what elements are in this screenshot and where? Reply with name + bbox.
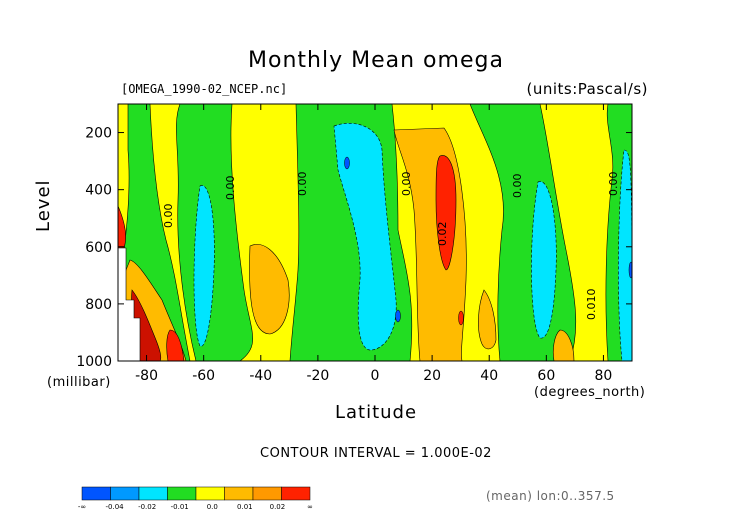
y-axis-unit: (millibar) <box>47 375 111 390</box>
x-tick-label: -60 <box>192 368 215 384</box>
contour-label-4: 0.00 <box>400 172 413 197</box>
contour-blue-spot-3 <box>628 261 632 279</box>
y-tick-label: 400 <box>85 183 112 199</box>
missing-data-region <box>118 247 141 361</box>
contour-label-2: 0.00 <box>224 176 237 201</box>
x-tick-label: -80 <box>135 368 158 384</box>
legend-swatch <box>138 486 168 501</box>
chart-title: Monthly Mean omega <box>248 48 504 73</box>
contour-interval: CONTOUR INTERVAL = 1.000E-02 <box>260 446 492 461</box>
legend-label: ∞ <box>307 503 313 511</box>
contour-label-5: 0.00 <box>511 174 524 199</box>
legend-swatch <box>195 486 225 501</box>
x-tick-label: -40 <box>249 368 272 384</box>
legend-swatch <box>81 486 111 501</box>
contour-red-1 <box>435 155 457 271</box>
y-tick-label: 800 <box>85 297 112 313</box>
units-label: (units:Pascal/s) <box>526 80 648 98</box>
axis-ticks: -80 -60 -40 -20 0 20 40 60 80 200 400 600 800 1000 <box>76 104 632 384</box>
contour-label-3: 0.00 <box>296 172 309 197</box>
mean-lon-label: (mean) lon:0..357.5 <box>486 489 615 503</box>
contour-blue-spot-1 <box>344 156 350 170</box>
contour-label-8: 0.010 <box>585 289 598 321</box>
x-axis-unit: (degrees_north) <box>534 385 646 400</box>
file-name: [OMEGA_1990-02_NCEP.nc] <box>121 82 288 96</box>
y-tick-label: 1000 <box>76 354 112 370</box>
legend-swatch <box>224 486 254 501</box>
y-tick-label: 600 <box>85 240 112 256</box>
legend-swatch <box>110 486 140 501</box>
contour-label-6: 0.00 <box>607 172 620 197</box>
x-tick-label: 40 <box>480 368 498 384</box>
legend-swatch <box>281 486 311 501</box>
y-tick-label: 200 <box>85 126 112 142</box>
contour-field: 0.00 0.00 0.00 0.00 0.00 0.00 0.02 0.010 <box>118 104 632 361</box>
x-tick-label: 80 <box>595 368 613 384</box>
x-tick-label: 60 <box>537 368 555 384</box>
contour-orange-4 <box>478 289 497 350</box>
contour-label-1: 0.00 <box>162 204 175 229</box>
contour-red-spot <box>458 310 464 326</box>
legend-label: -0.04 <box>106 503 125 511</box>
contour-red-3 <box>166 329 185 361</box>
legend-label: -0.02 <box>138 503 156 511</box>
legend-label: -0.01 <box>171 503 189 511</box>
contour-cyan-3 <box>531 181 557 339</box>
contour-cyan-4 <box>618 149 632 361</box>
legend-label: 0.02 <box>270 503 286 511</box>
legend-label: 0.01 <box>237 503 253 511</box>
color-legend: -∞ -0.04 -0.02 -0.01 0.0 0.01 0.02 ∞ <box>78 486 313 511</box>
y-axis-label: Level <box>33 179 54 232</box>
legend-swatch <box>167 486 197 501</box>
contour-blue-spot-2 <box>395 309 401 323</box>
legend-label: 0.0 <box>207 503 218 511</box>
contour-label-7: 0.02 <box>436 222 449 247</box>
contour-cyan-2 <box>333 122 397 351</box>
contour-cyan-1 <box>193 185 215 347</box>
contour-orange-5 <box>552 329 575 361</box>
legend-swatch <box>252 486 282 501</box>
x-tick-label: 20 <box>423 368 441 384</box>
x-tick-label: -20 <box>306 368 329 384</box>
legend-label: -∞ <box>78 503 86 511</box>
contour-orange-2 <box>249 244 290 335</box>
x-axis-label: Latitude <box>334 402 418 423</box>
x-tick-label: 0 <box>371 368 380 384</box>
